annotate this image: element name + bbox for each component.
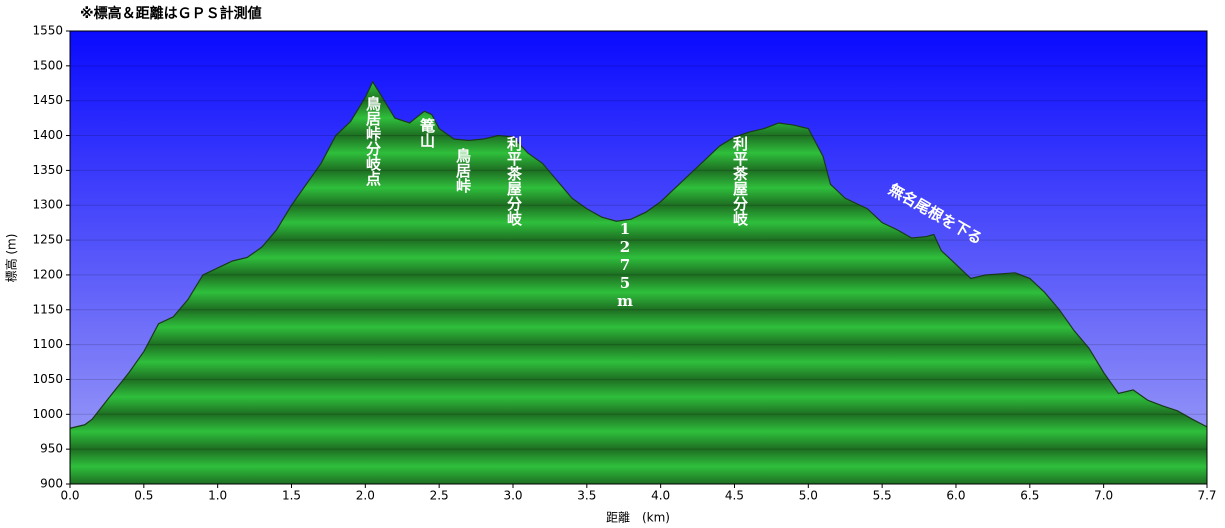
plot-frame <box>69 30 1208 485</box>
y-tick-label: 1500 <box>32 58 63 72</box>
x-tick-label: 7.0 <box>1094 489 1113 503</box>
x-tick-label: 0.5 <box>134 489 153 503</box>
annotation: 利平茶屋分岐 <box>505 135 523 227</box>
x-tick-label: 3.5 <box>577 489 596 503</box>
y-tick-label: 1300 <box>32 198 63 212</box>
area <box>70 81 1207 485</box>
y-tick-label: 1100 <box>32 337 63 351</box>
y-tick-label: 1400 <box>32 128 63 142</box>
x-tick-label: 3.0 <box>503 489 522 503</box>
y-tick-label: 1000 <box>32 407 63 421</box>
x-tick-label: 4.0 <box>651 489 670 503</box>
annotation: 鳥居峠 <box>454 147 472 194</box>
x-axis-label: 距離 (km) <box>606 511 670 525</box>
y-tick-label: 1550 <box>32 24 63 38</box>
x-tick-label: 0.0 <box>60 489 79 503</box>
annotation: 1275m <box>616 220 634 310</box>
y-tick-label: 900 <box>40 477 63 491</box>
x-tick-label: 1.0 <box>208 489 227 503</box>
y-axis-label: 標高 (m) <box>4 234 19 283</box>
y-tick-label: 1350 <box>32 163 63 177</box>
chart-title: ※標高＆距離はＧＰＳ計測値 <box>80 5 262 22</box>
line <box>69 80 1208 429</box>
x-tick-label: 2.0 <box>356 489 375 503</box>
x-tick-label: 6.0 <box>946 489 965 503</box>
x-tick-label: 5.0 <box>799 489 818 503</box>
x-tick-label: 7.7 <box>1197 489 1216 503</box>
x-tick-label: 4.5 <box>725 489 744 503</box>
x-tick-label: 2.5 <box>430 489 449 503</box>
x-tick-label: 1.5 <box>282 489 301 503</box>
y-tick-label: 1050 <box>32 372 63 386</box>
y-tick-label: 1450 <box>32 93 63 107</box>
annotation: 利平茶屋分岐 <box>731 135 749 227</box>
y-tick-label: 1200 <box>32 267 63 281</box>
y-tick-label: 1150 <box>32 302 63 316</box>
y-tick-label: 950 <box>40 442 63 456</box>
y-tick-label: 1250 <box>32 233 63 247</box>
x-tick-label: 5.5 <box>873 489 892 503</box>
x-tick-label: 6.5 <box>1020 489 1039 503</box>
annotation: 鳥居峠分岐点 <box>364 95 382 187</box>
annotation: 篭山 <box>418 117 436 149</box>
